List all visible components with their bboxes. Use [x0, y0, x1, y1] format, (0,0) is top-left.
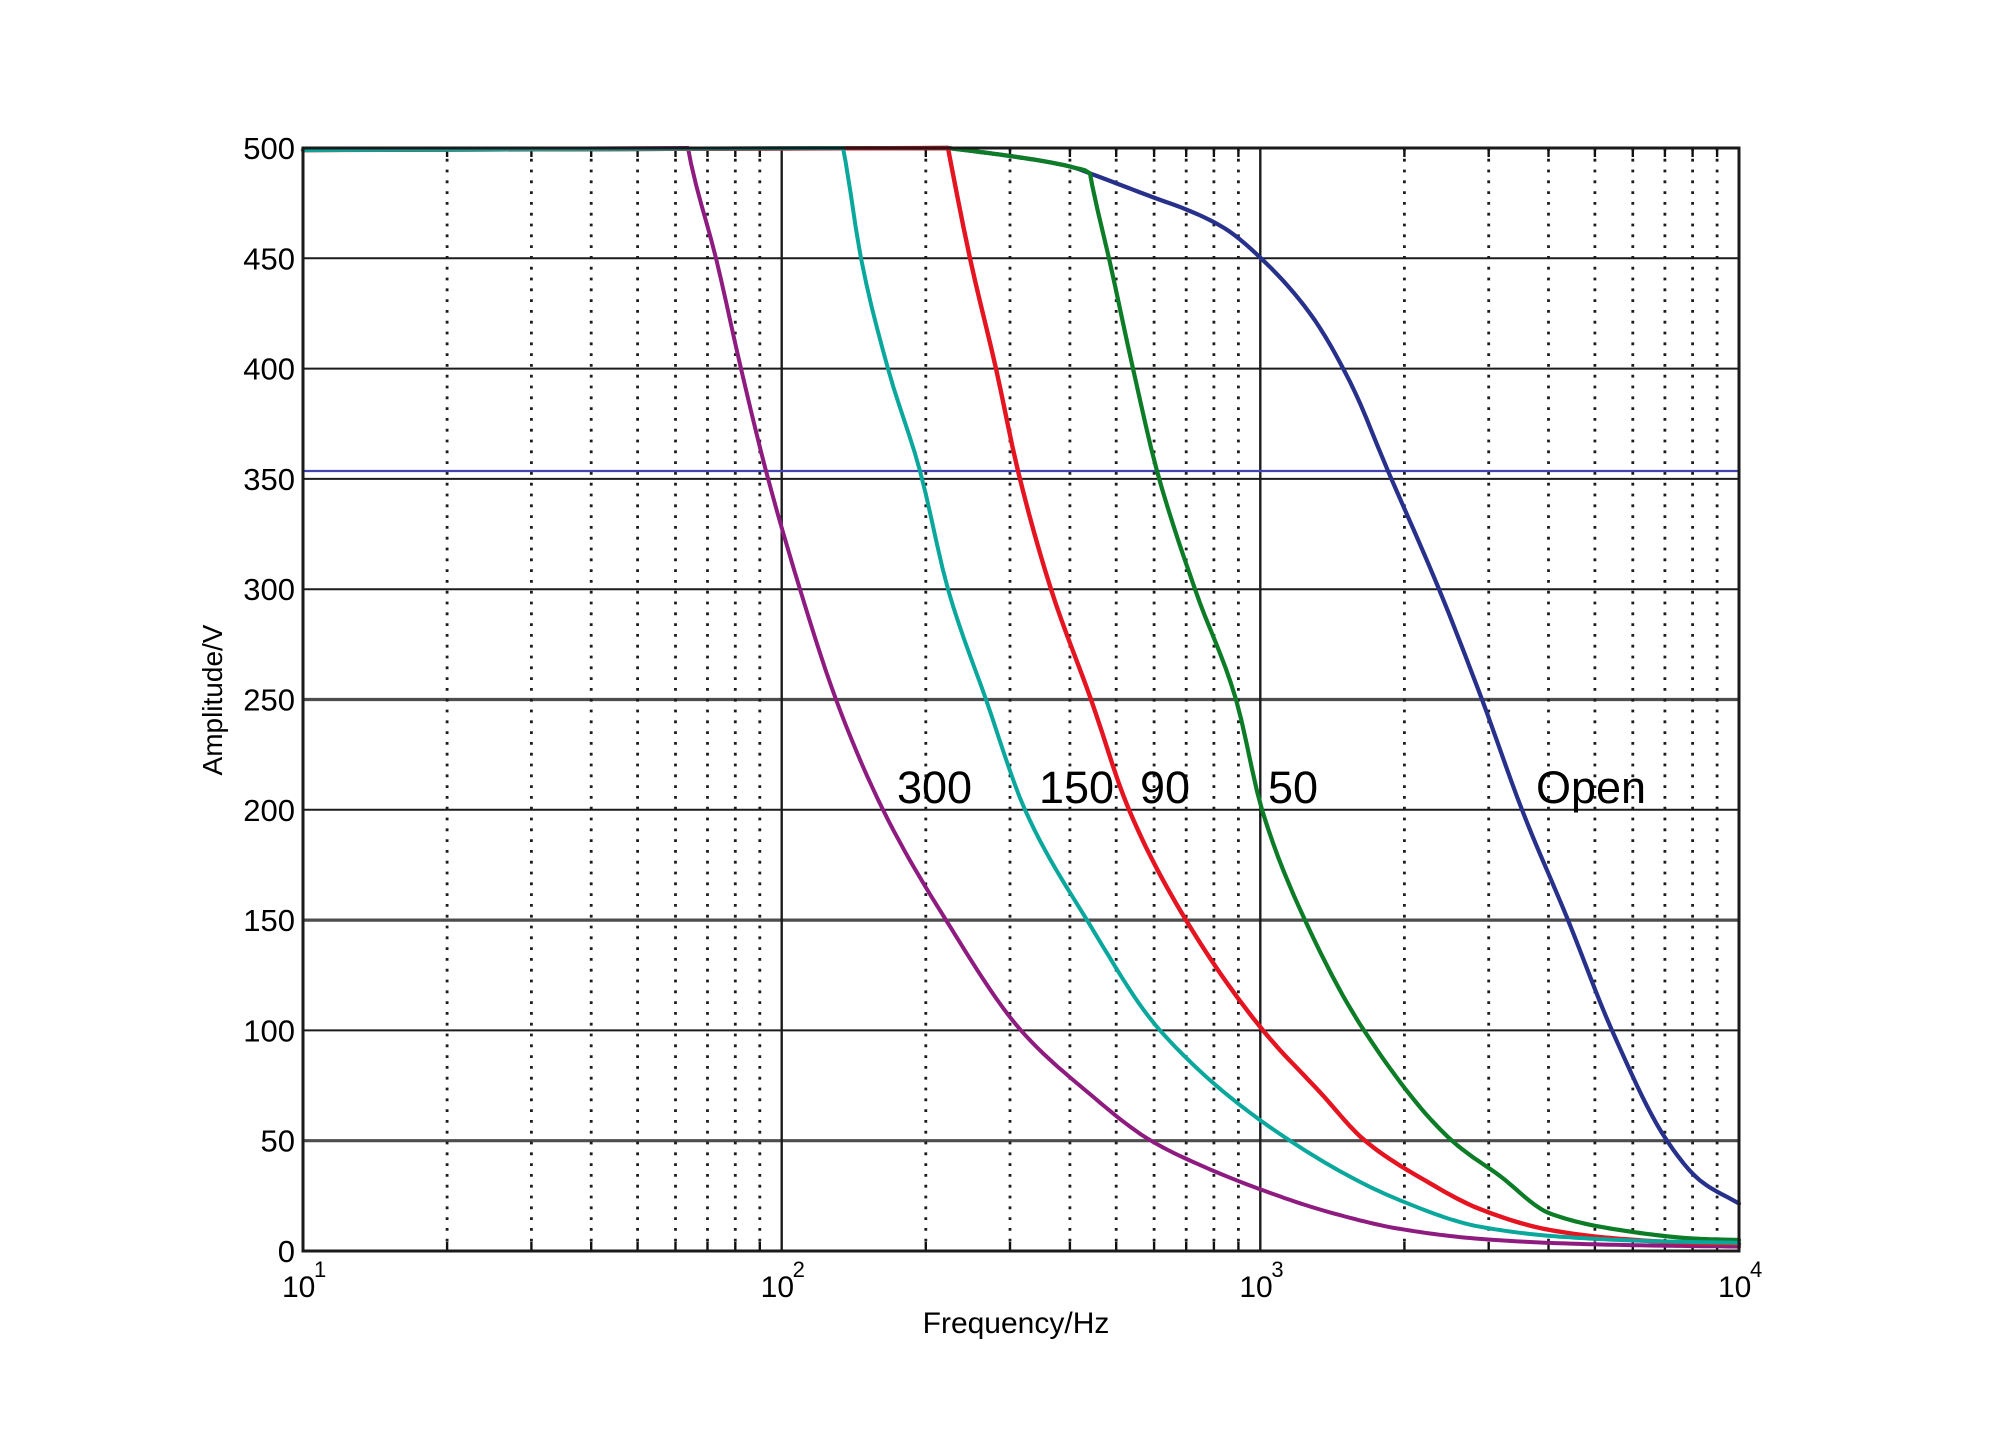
svg-text:Amplitude/V: Amplitude/V [197, 624, 228, 775]
svg-text:50: 50 [1268, 762, 1318, 813]
svg-text:150: 150 [243, 903, 295, 938]
svg-text:10: 10 [761, 1271, 794, 1304]
svg-text:10: 10 [1718, 1271, 1751, 1304]
svg-text:300: 300 [243, 572, 295, 607]
svg-text:150: 150 [1039, 762, 1114, 813]
svg-text:350: 350 [243, 462, 295, 497]
svg-text:4: 4 [1750, 1257, 1762, 1282]
svg-text:1: 1 [314, 1257, 326, 1282]
svg-text:10: 10 [282, 1271, 315, 1304]
svg-text:Open: Open [1536, 762, 1646, 813]
svg-text:2: 2 [793, 1257, 805, 1282]
svg-text:50: 50 [261, 1124, 295, 1159]
svg-text:100: 100 [243, 1013, 295, 1048]
svg-text:500: 500 [243, 131, 295, 166]
svg-text:200: 200 [243, 793, 295, 828]
svg-text:450: 450 [243, 241, 295, 276]
svg-text:250: 250 [243, 683, 295, 718]
svg-text:0: 0 [278, 1234, 295, 1269]
svg-text:400: 400 [243, 352, 295, 387]
svg-text:90: 90 [1140, 762, 1190, 813]
svg-text:300: 300 [897, 762, 972, 813]
svg-text:Frequency/Hz: Frequency/Hz [923, 1307, 1110, 1340]
svg-text:10: 10 [1239, 1271, 1272, 1304]
svg-text:3: 3 [1271, 1257, 1283, 1282]
